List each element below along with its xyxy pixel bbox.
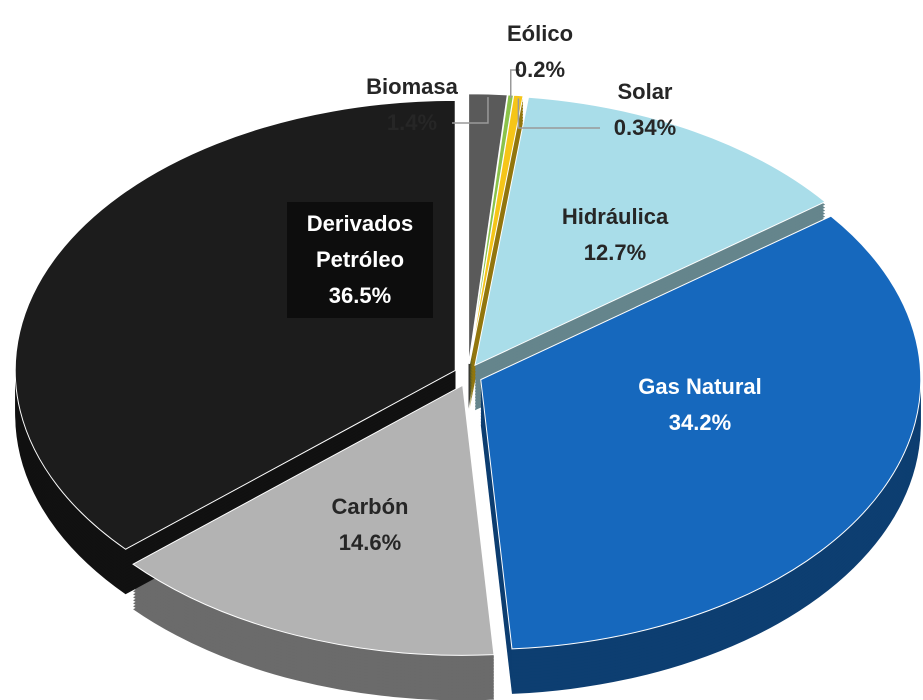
leader-line xyxy=(452,97,489,124)
slice-label: Biomasa 1.4% xyxy=(366,69,458,141)
slice xyxy=(468,93,508,364)
slice-side xyxy=(469,113,524,382)
category-label: Eólico xyxy=(506,21,574,46)
slice-side xyxy=(469,101,524,370)
slice-label: Carbón 14.6% xyxy=(332,489,409,561)
slice-label: Derivados Petróleo 36.5% xyxy=(287,202,433,318)
slice-label: Eólico 0.2% xyxy=(507,16,573,88)
value-label: 34.2% xyxy=(668,410,732,435)
leader-line xyxy=(510,69,520,99)
value-label: 0.2% xyxy=(514,57,566,82)
slice-label: Hidráulica 12.7% xyxy=(562,199,668,271)
slice xyxy=(474,96,827,367)
slice-side xyxy=(469,107,524,376)
value-label: 12.7% xyxy=(583,240,647,265)
slice-label: Solar 0.34% xyxy=(614,74,676,146)
value-label: 14.6% xyxy=(338,530,402,555)
slice xyxy=(469,94,524,364)
slice-side xyxy=(469,116,524,385)
slice xyxy=(132,384,495,656)
value-label: 36.5% xyxy=(328,283,392,308)
leader-line xyxy=(517,98,600,129)
category-label: Carbón xyxy=(331,494,409,519)
category-label: Hidráulica xyxy=(561,204,669,229)
slice xyxy=(480,215,922,650)
slice-side xyxy=(469,119,524,388)
category-label: Derivados Petróleo xyxy=(306,211,414,272)
category-label: Solar xyxy=(617,79,673,104)
value-label: 0.34% xyxy=(613,115,677,140)
slice-label: Gas Natural 34.2% xyxy=(638,369,762,441)
slice-side xyxy=(469,104,524,373)
category-label: Gas Natural xyxy=(638,374,762,399)
slice-side xyxy=(469,110,524,379)
category-label: Biomasa xyxy=(366,74,458,99)
value-label: 1.4% xyxy=(386,110,438,135)
